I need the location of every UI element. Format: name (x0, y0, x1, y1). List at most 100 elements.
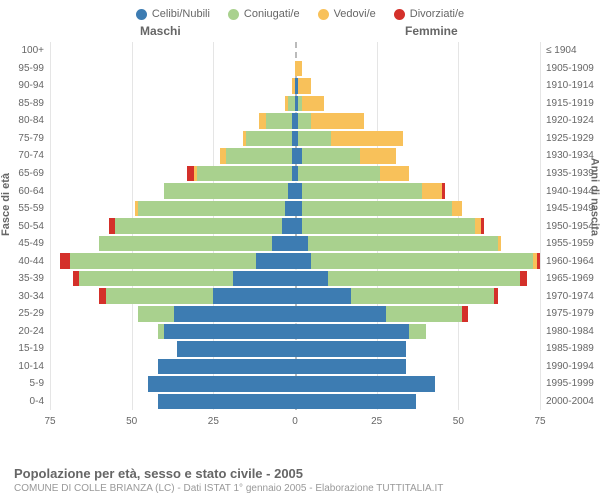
bar-female (295, 78, 311, 94)
bar-female (295, 166, 409, 182)
pyramid-row: 65-691935-1939 (50, 165, 540, 183)
age-label: 95-99 (2, 63, 50, 74)
bar-segment (233, 271, 295, 287)
bar-male (177, 341, 295, 357)
bar-female (295, 148, 396, 164)
bar-male (148, 376, 295, 392)
legend-label: Divorziati/e (410, 8, 464, 20)
bar-segment (295, 306, 386, 322)
birth-year-label: 1920-1924 (540, 115, 598, 126)
age-label: 40-44 (2, 256, 50, 267)
bar-segment (295, 324, 409, 340)
birth-year-label: 1915-1919 (540, 98, 598, 109)
birth-year-label: 1930-1934 (540, 150, 598, 161)
bar-male (158, 394, 295, 410)
bar-segment (295, 288, 351, 304)
bar-segment (298, 78, 311, 94)
bar-segment (148, 376, 295, 392)
pyramid-row: 85-891915-1919 (50, 95, 540, 113)
pyramid-row: 70-741930-1934 (50, 147, 540, 165)
bar-female (295, 131, 403, 147)
bar-female (295, 96, 324, 112)
legend-swatch (136, 9, 147, 20)
bar-female (295, 113, 364, 129)
chart-area: 100+≤ 190495-991905-190990-941910-191485… (50, 42, 540, 432)
age-label: 30-34 (2, 291, 50, 302)
bar-female (295, 271, 527, 287)
footer: Popolazione per età, sesso e stato civil… (14, 466, 590, 494)
bar-segment (298, 131, 331, 147)
age-label: 35-39 (2, 273, 50, 284)
birth-year-label: 1945-1949 (540, 203, 598, 214)
x-tick-label: 25 (371, 416, 382, 427)
bar-segment (328, 271, 521, 287)
bar-segment (164, 324, 295, 340)
bar-segment (60, 253, 70, 269)
pyramid-row: 30-341970-1974 (50, 287, 540, 305)
bar-segment (409, 324, 425, 340)
bar-male (135, 201, 295, 217)
bar-segment (494, 288, 497, 304)
bar-segment (481, 218, 484, 234)
age-label: 20-24 (2, 326, 50, 337)
bar-segment (452, 201, 462, 217)
age-label: 75-79 (2, 133, 50, 144)
bar-segment (302, 148, 361, 164)
bar-segment (197, 166, 292, 182)
legend-item: Coniugati/e (228, 8, 300, 20)
bar-male (99, 288, 295, 304)
bar-female (295, 306, 468, 322)
bar-segment (311, 253, 533, 269)
bar-segment (177, 341, 295, 357)
pyramid-row: 55-591945-1949 (50, 200, 540, 218)
legend-item: Vedovi/e (318, 8, 376, 20)
legend-label: Coniugati/e (244, 8, 300, 20)
birth-year-label: 2000-2004 (540, 396, 598, 407)
bar-segment (174, 306, 295, 322)
age-label: 65-69 (2, 168, 50, 179)
bar-male (158, 359, 295, 375)
birth-year-label: 1950-1954 (540, 221, 598, 232)
bar-segment (106, 288, 214, 304)
birth-year-label: 1955-1959 (540, 238, 598, 249)
pyramid-row: 75-791925-1929 (50, 130, 540, 148)
bar-segment (331, 131, 403, 147)
pyramid-row: 25-291975-1979 (50, 305, 540, 323)
bar-segment (302, 201, 452, 217)
bar-segment (164, 183, 288, 199)
bar-segment (213, 288, 295, 304)
bar-segment (138, 306, 174, 322)
bar-segment (302, 183, 423, 199)
age-label: 55-59 (2, 203, 50, 214)
bar-segment (226, 148, 291, 164)
bar-male (259, 113, 295, 129)
legend-item: Celibi/Nubili (136, 8, 210, 20)
bar-male (138, 306, 295, 322)
bar-male (158, 324, 295, 340)
bar-segment (302, 218, 475, 234)
birth-year-label: 1995-1999 (540, 378, 598, 389)
age-label: 90-94 (2, 80, 50, 91)
x-tick-label: 50 (453, 416, 464, 427)
bar-segment (158, 394, 295, 410)
birth-year-label: 1975-1979 (540, 308, 598, 319)
age-label: 85-89 (2, 98, 50, 109)
age-label: 5-9 (2, 378, 50, 389)
birth-year-label: 1905-1909 (540, 63, 598, 74)
birth-year-label: 1970-1974 (540, 291, 598, 302)
birth-year-label: 1935-1939 (540, 168, 598, 179)
bar-segment (295, 376, 435, 392)
bar-female (295, 183, 445, 199)
bar-segment (79, 271, 233, 287)
bar-segment (298, 113, 311, 129)
bar-segment (462, 306, 469, 322)
birth-year-label: ≤ 1904 (540, 45, 598, 56)
bar-segment (256, 253, 295, 269)
age-label: 0-4 (2, 396, 50, 407)
bar-male (164, 183, 295, 199)
legend: Celibi/Nubili Coniugati/e Vedovi/e Divorzia… (0, 0, 600, 24)
pyramid-row: 45-491955-1959 (50, 235, 540, 253)
pyramid-row: 100+≤ 1904 (50, 42, 540, 60)
bar-segment (272, 236, 295, 252)
birth-year-label: 1910-1914 (540, 80, 598, 91)
